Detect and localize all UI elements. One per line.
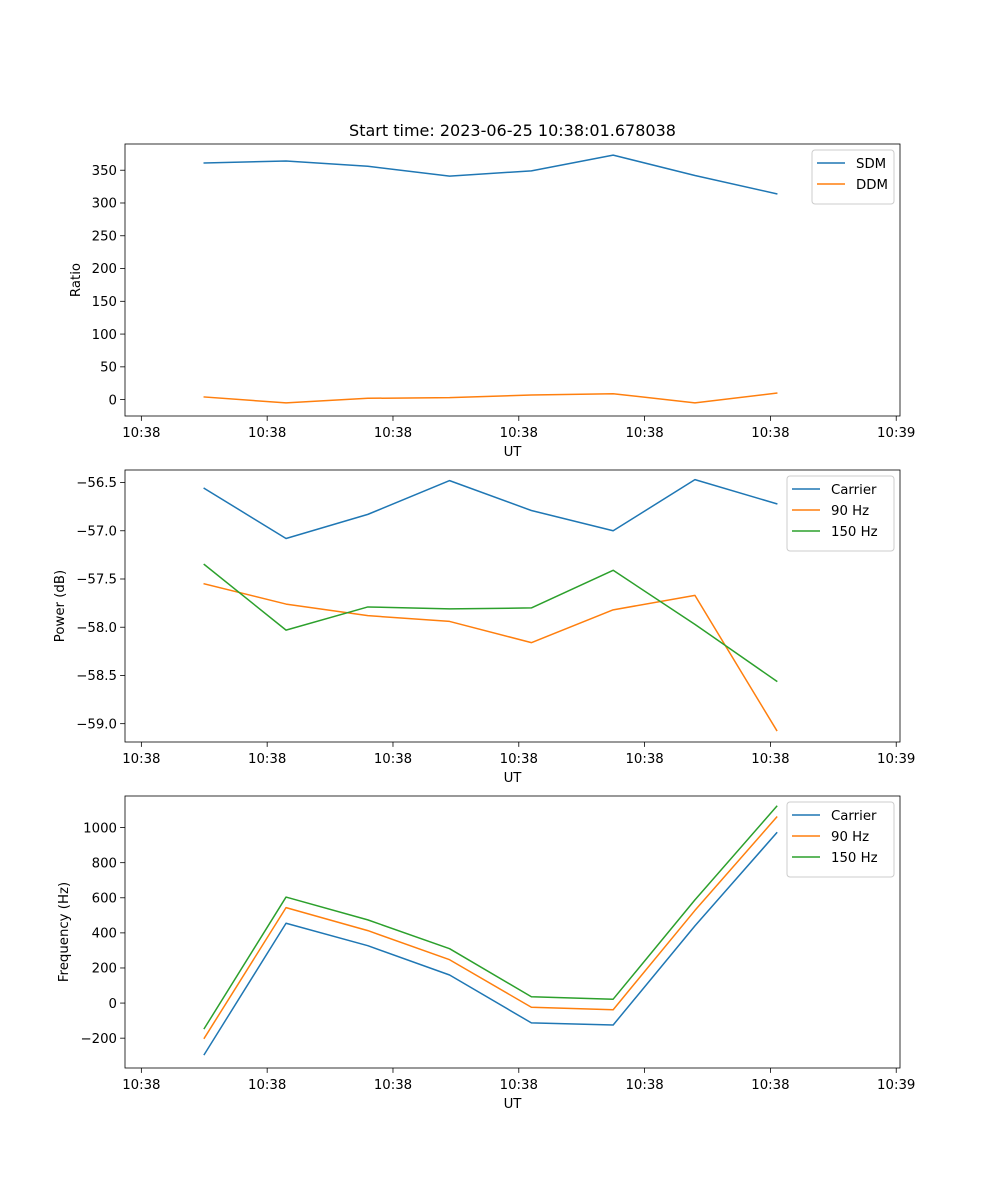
y-tick-label: 0	[109, 997, 117, 1012]
y-tick-label: 350	[92, 164, 117, 179]
x-tick-label: 10:38	[122, 752, 160, 767]
figure-title: Start time: 2023-06-25 10:38:01.678038	[349, 121, 676, 140]
x-tick-label: 10:38	[625, 752, 663, 767]
subplot-1: 10:38 10:38 10:38 10:38 10:38 10:38 10:39 0 50 10…	[69, 143, 915, 460]
y-tick-label: 200	[92, 262, 117, 277]
y-tick-label: −58.0	[76, 621, 117, 636]
legend-label: SDM	[856, 157, 886, 172]
legend: Carrier 90 Hz 150 Hz	[786, 801, 895, 878]
series-line-carrier	[203, 831, 778, 1056]
y-tick-label: −57.5	[76, 573, 117, 588]
legend-label: Carrier	[831, 483, 877, 498]
x-tick-label: 10:38	[500, 752, 538, 767]
x-tick-label: 10:38	[625, 426, 663, 441]
y-tick-label: 400	[92, 927, 117, 942]
x-tick-label: 10:38	[751, 752, 789, 767]
legend-label: 90 Hz	[831, 504, 869, 519]
axes-frame	[124, 795, 901, 1069]
series-line-150-hz	[203, 563, 778, 683]
subplots: 10:38 10:38 10:38 10:38 10:38 10:38 10:39 0 50 10…	[53, 143, 915, 1112]
axes-frame	[124, 469, 901, 743]
subplot-2: 10:38 10:38 10:38 10:38 10:38 10:38 10:39 −59.0…	[53, 469, 915, 786]
y-tick-label: −56.5	[76, 476, 117, 491]
y-tick-label: −59.0	[76, 717, 117, 732]
x-tick-label: 10:38	[751, 1078, 789, 1093]
legend-label: 150 Hz	[831, 851, 878, 866]
legend-frame	[786, 801, 895, 878]
series-line-carrier	[203, 478, 778, 540]
series-line-sdm	[203, 154, 778, 195]
y-tick-label: 100	[92, 328, 117, 343]
x-tick-label: 10:39	[877, 1078, 915, 1093]
x-tick-label: 10:38	[374, 752, 412, 767]
y-axis-label: Power (dB)	[53, 570, 68, 642]
x-tick-label: 10:38	[500, 426, 538, 441]
x-axis-label: UT	[504, 445, 523, 460]
x-tick-label: 10:39	[877, 426, 915, 441]
y-tick-label: 300	[92, 197, 117, 212]
axes-frame	[124, 143, 901, 417]
x-axis-label: UT	[504, 1097, 523, 1112]
series-line-90-hz	[203, 582, 778, 732]
x-tick-label: 10:38	[248, 752, 286, 767]
y-tick-label: 150	[92, 295, 117, 310]
y-axis-label: Frequency (Hz)	[57, 882, 72, 982]
legend-label: 90 Hz	[831, 830, 869, 845]
x-tick-label: 10:38	[374, 1078, 412, 1093]
legend-label: DDM	[856, 178, 888, 193]
y-tick-label: −200	[80, 1032, 117, 1047]
x-tick-label: 10:38	[751, 426, 789, 441]
series-line-150-hz	[203, 805, 778, 1030]
legend: Carrier 90 Hz 150 Hz	[786, 475, 895, 552]
y-tick-label: −58.5	[76, 669, 117, 684]
y-tick-label: 250	[92, 229, 117, 244]
x-tick-label: 10:38	[122, 426, 160, 441]
x-tick-label: 10:39	[877, 752, 915, 767]
legend-frame	[786, 475, 895, 552]
y-tick-label: 0	[109, 393, 117, 408]
series-line-90-hz	[203, 816, 778, 1040]
y-tick-label: 200	[92, 962, 117, 977]
y-tick-label: 50	[100, 361, 117, 376]
legend: SDM DDM	[811, 149, 895, 205]
x-tick-label: 10:38	[248, 426, 286, 441]
legend-label: 150 Hz	[831, 525, 878, 540]
y-tick-label: 800	[92, 856, 117, 871]
subplot-3: 10:38 10:38 10:38 10:38 10:38 10:38 10:39 −200 0…	[57, 795, 915, 1112]
x-tick-label: 10:38	[248, 1078, 286, 1093]
x-tick-label: 10:38	[374, 426, 412, 441]
x-tick-label: 10:38	[122, 1078, 160, 1093]
y-tick-label: 600	[92, 891, 117, 906]
legend-label: Carrier	[831, 809, 877, 824]
x-axis-label: UT	[504, 771, 523, 786]
y-axis-label: Ratio	[69, 263, 84, 297]
x-tick-label: 10:38	[625, 1078, 663, 1093]
y-tick-label: 1000	[83, 821, 117, 836]
y-tick-label: −57.0	[76, 524, 117, 539]
x-tick-label: 10:38	[500, 1078, 538, 1093]
series-line-ddm	[203, 392, 778, 404]
